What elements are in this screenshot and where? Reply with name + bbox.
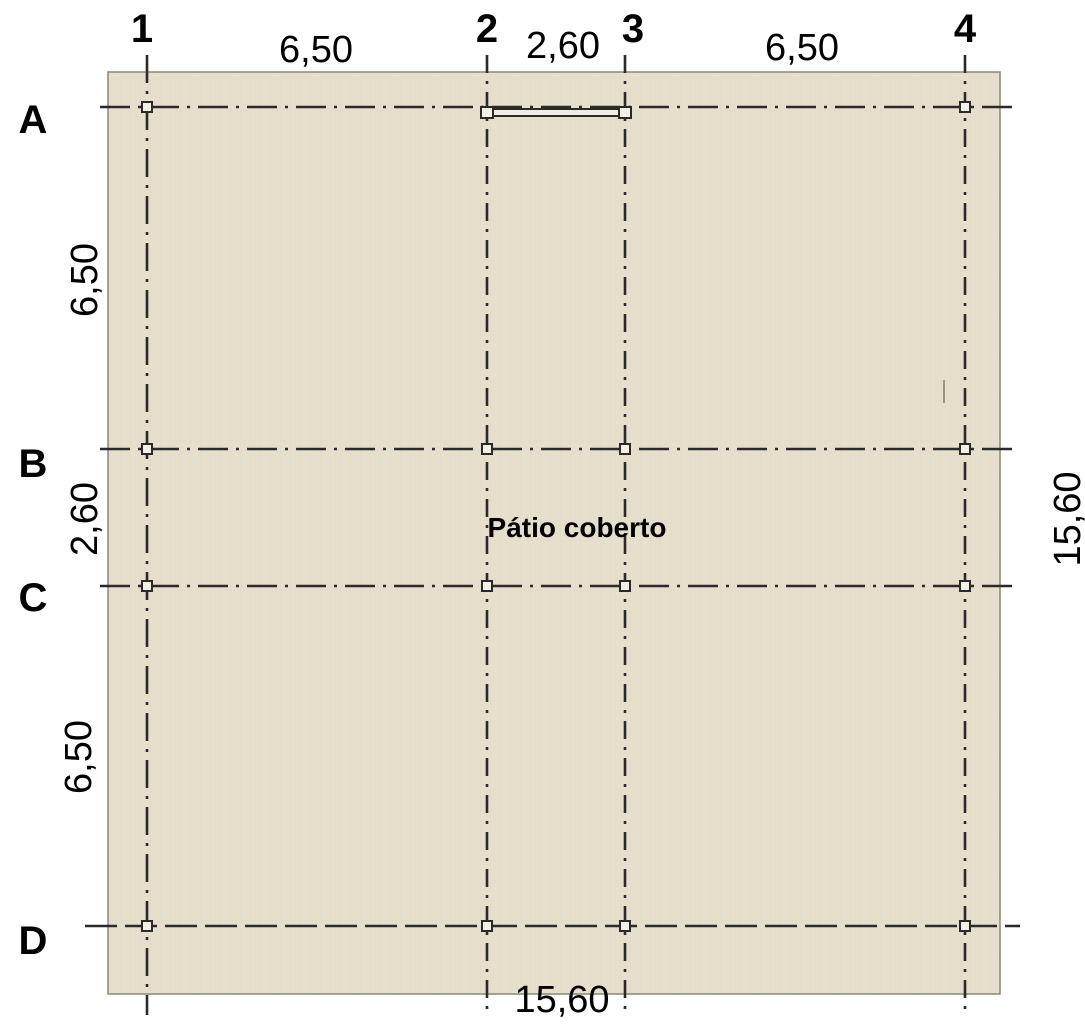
axis-label-C: C (19, 576, 48, 620)
pillar-A3 (618, 106, 632, 119)
axis-label-B: B (19, 442, 48, 486)
beam-A-2-3 (486, 108, 626, 117)
axis-label-D: D (19, 919, 48, 963)
pillar-D4 (959, 920, 971, 932)
dim-top-2-3: 2,60 (526, 25, 600, 67)
pillar-B3 (619, 443, 631, 455)
dim-right-total: 15,60 (1047, 471, 1085, 566)
pillar-C2 (481, 580, 493, 592)
slab-texture (108, 72, 1000, 994)
pillar-D1 (141, 920, 153, 932)
pillar-C1 (141, 580, 153, 592)
dim-left-B-C: 2,60 (64, 482, 106, 556)
pillar-C3 (619, 580, 631, 592)
dim-left-C-D: 6,50 (58, 720, 100, 794)
pillar-C4 (959, 580, 971, 592)
room-label: Pátio coberto (488, 512, 667, 543)
axis-label-3: 3 (622, 7, 644, 51)
pillar-B1 (141, 443, 153, 455)
axis-label-4: 4 (954, 7, 977, 51)
pillar-B4 (959, 443, 971, 455)
dim-bottom-total: 15,60 (514, 979, 609, 1021)
pillar-A4 (959, 101, 971, 113)
vertical-axes (145, 55, 967, 1015)
pillars (141, 101, 971, 932)
pillar-B2 (481, 443, 493, 455)
pillar-D3 (619, 920, 631, 932)
dim-top-3-4: 6,50 (765, 27, 839, 69)
axis-label-2: 2 (476, 7, 498, 51)
dim-top-1-2: 6,50 (279, 29, 353, 71)
pillar-D2 (481, 920, 493, 932)
axis-label-A: A (19, 98, 48, 142)
pillar-A2 (480, 106, 494, 119)
dim-left-A-B: 6,50 (64, 243, 106, 317)
horizontal-axes (85, 105, 1020, 928)
axis-label-1: 1 (131, 7, 153, 51)
pillar-A1 (141, 101, 153, 113)
